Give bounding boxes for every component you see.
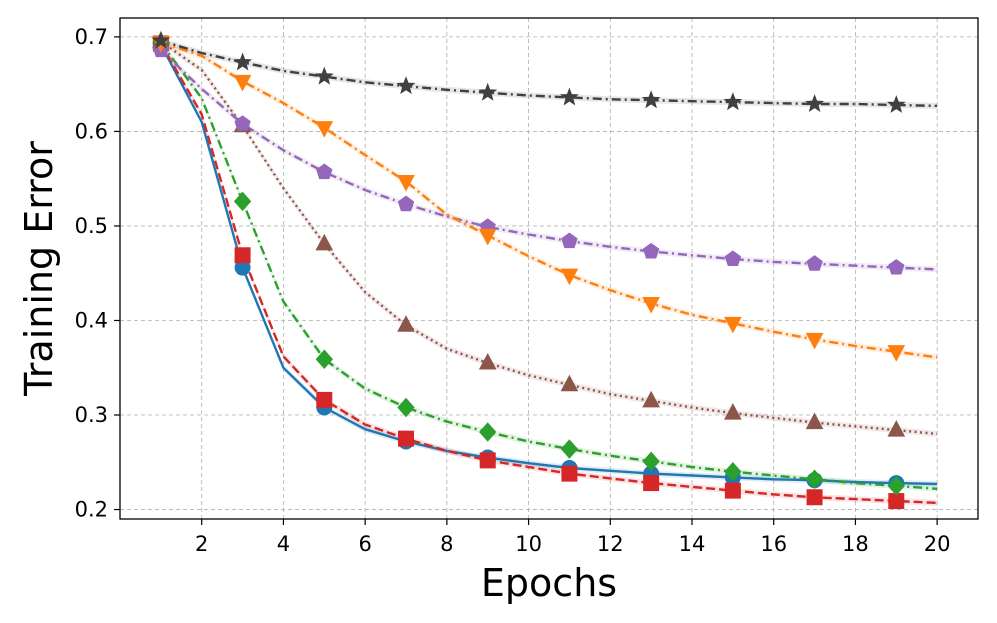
marker-green-dashdot-diamond [724,461,742,482]
marker-gray-dashdot-star [478,82,498,101]
marker-gray-dashdot-star [233,52,253,71]
marker-brown-dotted-triangle-up [805,412,824,430]
x-tick-label: 10 [515,532,542,556]
marker-purple-dashdot-pentagon [234,115,251,131]
marker-orange-dashdot-triangle-down [724,316,742,334]
marker-orange-dashdot-triangle-down [805,332,824,350]
marker-orange-dashdot-triangle-down [642,296,660,314]
marker-gray-dashdot-star [805,94,825,113]
marker-purple-dashdot-pentagon [397,195,415,212]
y-tick-label: 0.2 [75,498,108,522]
x-tick-label: 18 [842,532,869,556]
line-orange-dashdot-triangle-down [160,41,938,359]
marker-gray-dashdot-star [151,30,171,49]
marker-gray-dashdot-star [723,92,743,111]
marker-orange-dashdot-triangle-down [560,268,579,286]
axis-ticks: 2 4 6 8 10 12 14 16 18 20 0.2 0.3 0.4 0.5 0.6 0.7 [75,25,951,556]
y-tick-label: 0.5 [75,214,108,238]
series-markers [151,30,906,510]
marker-brown-dotted-triangle-up [887,420,906,437]
marker-green-dashdot-diamond [642,451,660,472]
marker-orange-dashdot-triangle-down [887,345,906,362]
x-axis-title: Epochs [481,561,617,605]
marker-gray-dashdot-star [559,87,579,106]
plot-frame [119,17,979,520]
marker-red-dashed-square [888,493,905,510]
band-gray-dashdot-star [160,37,938,109]
marker-red-dashed-square [561,465,578,482]
marker-brown-dotted-triangle-up [478,352,497,370]
y-tick-label: 0.6 [75,119,108,143]
x-tick-label: 12 [597,532,624,556]
marker-brown-dotted-triangle-up [642,390,660,408]
marker-purple-dashdot-pentagon [724,250,742,266]
marker-green-dashdot-diamond [805,469,824,490]
marker-orange-dashdot-triangle-down [233,74,252,92]
marker-red-dashed-square [316,391,333,408]
x-tick-label: 14 [679,532,706,556]
marker-gray-dashdot-star [314,66,334,85]
marker-brown-dotted-triangle-up [397,315,415,332]
marker-gray-dashdot-star [886,95,906,113]
marker-gray-dashdot-star [641,90,661,109]
marker-red-dashed-square [724,482,741,499]
line-red-dashed-square [159,42,938,505]
x-tick-label: 20 [924,532,951,556]
x-tick-label: 8 [440,532,453,556]
x-tick-label: 4 [277,532,290,556]
line-purple-dashdot-pentagon [160,49,938,271]
series-lines [159,39,938,505]
marker-green-dashdot-diamond [479,422,497,442]
marker-gray-dashdot-star [396,76,416,95]
marker-green-dashdot-diamond [397,397,415,418]
marker-purple-dashdot-pentagon [316,163,333,180]
marker-purple-dashdot-pentagon [642,242,660,259]
marker-red-dashed-square [234,247,251,264]
band-orange-dashdot-triangle-down [160,39,938,361]
marker-purple-dashdot-pentagon [806,255,823,271]
marker-orange-dashdot-triangle-down [478,228,497,246]
marker-green-dashdot-diamond [560,439,579,459]
band-green-dashdot-diamond [160,39,938,492]
marker-green-dashdot-diamond [887,476,905,496]
y-tick-label: 0.4 [75,308,108,332]
marker-purple-dashdot-pentagon [888,258,905,275]
marker-green-dashdot-diamond [315,349,333,369]
marker-red-dashed-square [479,452,496,469]
marker-purple-dashdot-pentagon [561,232,578,249]
y-axis-title: Training Error [17,141,61,397]
x-tick-label: 6 [358,532,371,556]
confidence-bands [160,37,938,506]
marker-brown-dotted-triangle-up [560,374,579,392]
marker-brown-dotted-triangle-up [315,233,334,251]
band-red-dashed-square [160,40,938,506]
x-tick-label: 2 [195,532,208,556]
y-tick-label: 0.3 [75,403,108,427]
marker-orange-dashdot-triangle-down [315,121,334,138]
x-tick-label: 16 [760,532,787,556]
line-brown-dotted-triangle-up [160,40,938,436]
line-gray-dashdot-star [160,39,938,108]
marker-red-dashed-square [398,430,414,447]
marker-red-dashed-square [806,489,823,506]
marker-green-dashdot-diamond [233,191,252,212]
marker-red-dashed-square [643,475,660,492]
y-tick-label: 0.7 [75,25,108,49]
marker-brown-dotted-triangle-up [724,403,742,420]
marker-orange-dashdot-triangle-down [397,175,415,192]
